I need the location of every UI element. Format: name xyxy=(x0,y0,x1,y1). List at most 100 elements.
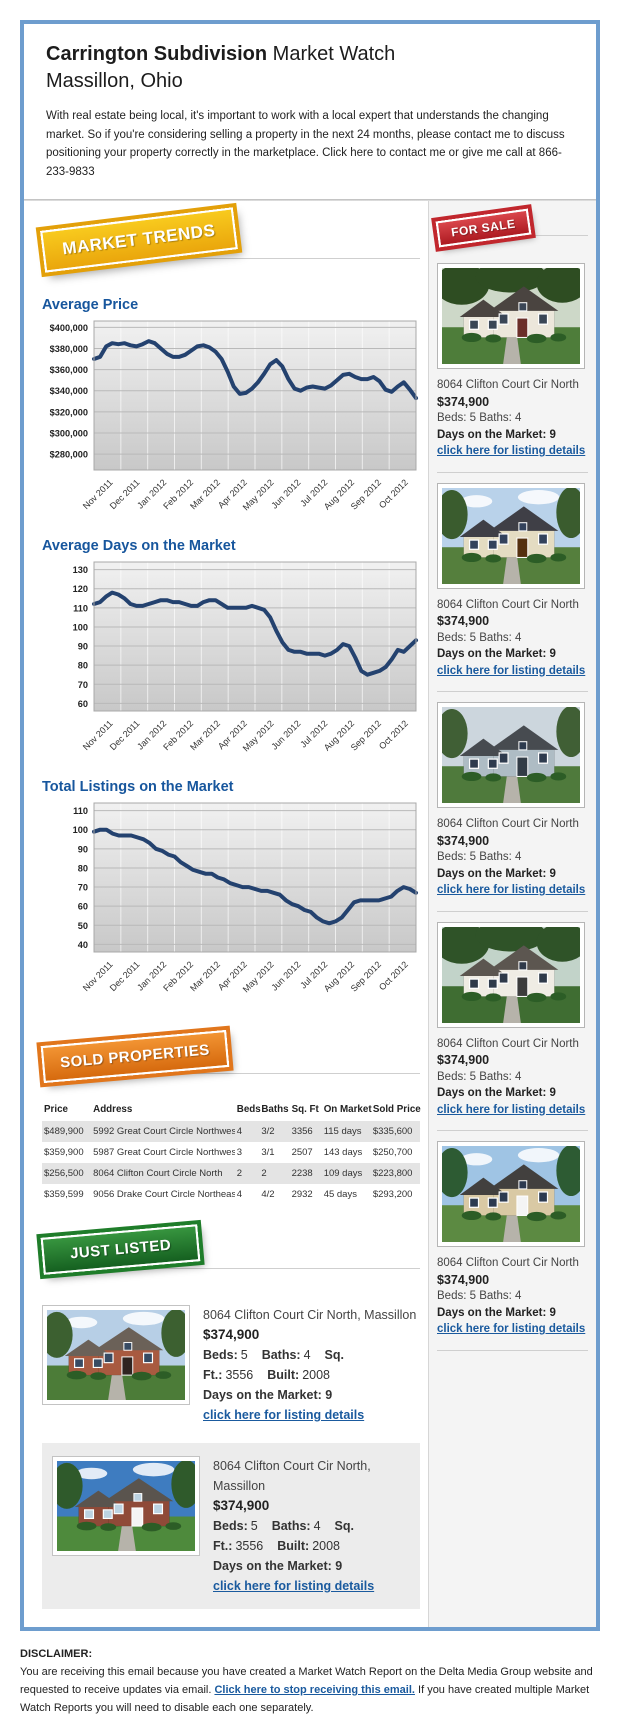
page-subtitle: Massillon, Ohio xyxy=(46,70,183,92)
listing-details-link[interactable]: click here for listing details xyxy=(437,445,586,457)
listing-details-link[interactable]: click here for listing details xyxy=(437,664,586,677)
table-cell: 9056 Drake Court Circle Northeast xyxy=(93,1189,235,1200)
listing-spec: Sq. Ft.: 3556 xyxy=(203,1348,344,1382)
svg-text:70: 70 xyxy=(78,680,88,690)
house-photo-gray-craftsman xyxy=(436,705,586,803)
listing-address: 8064 Clifton Court Cir North, Massillon xyxy=(213,1459,371,1493)
listing-days-on-market: Days on the Market: 9 xyxy=(203,1388,333,1402)
listing-photo[interactable] xyxy=(434,259,588,369)
listing-address: 8064 Clifton Court Cir North xyxy=(437,598,579,611)
listing-address: 8064 Clifton Court Cir North xyxy=(437,1257,579,1269)
table-row: $256,500 8064 Clifton Court Circle North 2… xyxy=(42,1163,420,1184)
sidebar-listing: 8064 Clifton Court Cir North $374,900 Beds… xyxy=(436,1141,588,1338)
sold-table-col-header: Price xyxy=(44,1104,68,1115)
svg-text:$360,000: $360,000 xyxy=(50,365,88,375)
chart-block: Average Price $400,000 $380,000 $360,000 $34… xyxy=(42,297,420,524)
listing-spec: Baths: 4 xyxy=(272,1519,321,1533)
listing-beds-baths: Beds: 5 Baths: 4 xyxy=(437,1290,522,1302)
listing-spec-label: Sq. Ft.: xyxy=(203,1348,344,1382)
table-cell: 2 xyxy=(236,1168,243,1179)
listing-details-link[interactable]: click here for listing details xyxy=(437,1323,586,1335)
listing-photo[interactable] xyxy=(41,1305,191,1405)
sold-table-col-header: On Market xyxy=(323,1104,372,1115)
listing-photo[interactable] xyxy=(436,482,586,589)
listing-text: 8064 Clifton Court Cir North $374,900 Beds… xyxy=(437,377,588,460)
svg-text:$300,000: $300,000 xyxy=(50,429,88,439)
listing-days-on-market: Days on the Market: 9 xyxy=(437,648,556,660)
for-sale-badge: FOR SALE xyxy=(435,208,532,248)
house-photo-dense-trees xyxy=(434,259,588,364)
listing-price: $374,900 xyxy=(437,1272,490,1287)
stop-receiving-link[interactable]: Click here to stop receiving this email. xyxy=(214,1684,415,1696)
listing-separator xyxy=(437,691,588,692)
table-cell: 2507 xyxy=(291,1147,313,1158)
house-photo-white-manor xyxy=(434,918,588,1023)
disclaimer-heading: DISCLAIMER: xyxy=(20,1648,93,1660)
just-listed-section-head: JUST LISTED xyxy=(40,1221,420,1291)
house-photo-tan-pines xyxy=(436,1144,586,1242)
listing-spec-value: 4 xyxy=(313,1519,321,1533)
listing-text: 8064 Clifton Court Cir North $374,900 Beds… xyxy=(437,1255,588,1338)
listing-days-on-market: Days on the Market: 9 xyxy=(437,1087,556,1099)
table-cell: $223,800 xyxy=(372,1168,413,1179)
svg-text:70: 70 xyxy=(78,883,88,893)
svg-text:$320,000: $320,000 xyxy=(50,407,88,417)
sold-table-col-header: Address xyxy=(93,1104,133,1115)
table-cell: 4 xyxy=(236,1126,243,1137)
listing-separator xyxy=(437,471,588,473)
market-trends-section-head: MARKET TRENDS xyxy=(40,207,420,283)
listing-photo[interactable] xyxy=(51,1456,201,1556)
table-cell: 4 xyxy=(236,1189,243,1200)
table-cell: 3 xyxy=(236,1147,243,1158)
listing-price: $374,900 xyxy=(437,614,490,628)
listing-photo[interactable] xyxy=(434,918,588,1028)
svg-text:90: 90 xyxy=(78,844,88,854)
chart-title: Total Listings on the Market xyxy=(42,779,234,795)
listing-spec-label: Beds: xyxy=(203,1348,238,1362)
listing-details-link[interactable]: click here for listing details xyxy=(437,884,586,896)
sidebar-listing: 8064 Clifton Court Cir North $374,900 Beds… xyxy=(434,918,588,1119)
just-listed-root: 8064 Clifton Court Cir North, Massillon $… xyxy=(41,1305,420,1609)
sold-table-header: Price Address Beds Baths Sq. Ft On Market Sold… xyxy=(42,1098,421,1121)
listing-photo[interactable] xyxy=(436,702,586,808)
table-cell: 4/2 xyxy=(261,1189,275,1200)
charts-root: Average Price $400,000 $380,000 $360,000 $34… xyxy=(42,297,420,1006)
listing-text: 8064 Clifton Court Cir North, Massillon $… xyxy=(213,1456,410,1596)
section-rule xyxy=(42,1073,420,1074)
svg-text:40: 40 xyxy=(78,940,88,950)
listing-spec: Built: 2008 xyxy=(277,1539,340,1553)
table-row: $359,900 5987 Great Court Circle Northwes… xyxy=(42,1142,420,1163)
for-sale-section-head: FOR SALE xyxy=(435,208,588,255)
listing-details-link[interactable]: click here for listing details xyxy=(203,1408,365,1422)
table-cell: $359,900 xyxy=(44,1147,84,1158)
listing-spec-label: Built: xyxy=(267,1368,300,1382)
svg-text:80: 80 xyxy=(78,661,88,671)
table-cell: $256,500 xyxy=(44,1168,84,1179)
listing-details-link[interactable]: click here for listing details xyxy=(437,1103,586,1116)
header-divider xyxy=(24,199,596,201)
svg-text:120: 120 xyxy=(73,584,88,594)
listing-address: 8064 Clifton Court Cir North, Massillon xyxy=(203,1308,417,1322)
table-cell: 45 days xyxy=(323,1189,357,1200)
sold-table-col-header: Baths xyxy=(261,1104,289,1115)
table-cell: 3/2 xyxy=(261,1126,275,1137)
listing-text: 8064 Clifton Court Cir North, Massillon $… xyxy=(203,1305,420,1425)
svg-text:60: 60 xyxy=(78,699,88,709)
listing-separator xyxy=(437,1130,588,1131)
line-chart: $400,000 $380,000 $360,000 $340,000 $320,000… xyxy=(50,320,418,512)
table-cell: 3/1 xyxy=(261,1147,275,1158)
svg-text:$280,000: $280,000 xyxy=(50,450,88,460)
table-cell: $293,200 xyxy=(372,1189,413,1200)
table-cell: 2238 xyxy=(291,1168,313,1179)
sold-properties-section-head: SOLD PROPERTIES xyxy=(40,1028,420,1096)
svg-text:Oct 2012: Oct 2012 xyxy=(377,477,410,510)
house-photo-brick-blue-sky xyxy=(51,1460,201,1551)
svg-text:Jun 2012: Jun 2012 xyxy=(269,477,302,510)
listing-specs: Beds: 5 Baths: 4 Sq. Ft.: 3556 Built: 2008 xyxy=(203,1345,420,1385)
svg-text:80: 80 xyxy=(78,863,88,873)
table-cell: 109 days xyxy=(323,1168,363,1179)
listing-photo[interactable] xyxy=(436,1141,586,1247)
listing-days-on-market: Days on the Market: 9 xyxy=(213,1559,343,1573)
listing-details-link[interactable]: click here for listing details xyxy=(213,1579,375,1593)
chart-title: Average Days on the Market xyxy=(42,538,236,554)
